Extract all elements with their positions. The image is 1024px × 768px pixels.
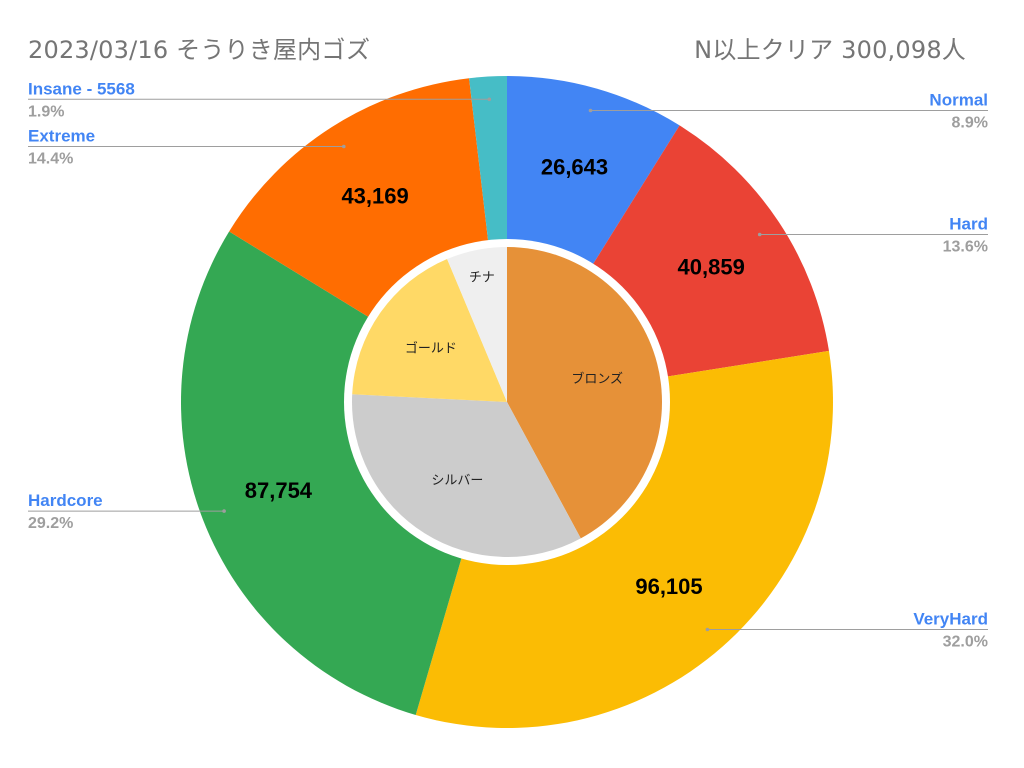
- category-label-normal: Normal: [929, 91, 988, 110]
- leader-dot: [588, 108, 593, 113]
- category-label-veryhard: VeryHard: [913, 610, 988, 629]
- percent-label-insane-5568: 1.9%: [28, 103, 64, 120]
- percent-label-normal: 8.9%: [952, 115, 988, 132]
- inner-slice-label: ブロンズ: [571, 371, 623, 386]
- category-label-hardcore: Hardcore: [28, 491, 103, 510]
- chart-subtitle: N以上クリア 300,098人: [694, 36, 966, 64]
- data-label-hard: 40,859: [678, 255, 745, 280]
- leader-dot: [705, 627, 710, 632]
- category-label-insane-5568: Insane - 5568: [28, 79, 135, 98]
- chart-title: 2023/03/16 そうりき屋内ゴズ: [28, 36, 371, 64]
- inner-slice-1-1: [351, 394, 581, 558]
- category-label-extreme: Extreme: [28, 127, 95, 146]
- inner-slice-3-3: [447, 247, 507, 402]
- leader-dot: [342, 144, 346, 149]
- category-label-hard: Hard: [949, 215, 988, 234]
- percent-label-hard: 13.6%: [943, 239, 988, 256]
- inner-slice-label: シルバー: [431, 473, 483, 488]
- percent-label-veryhard: 32.0%: [943, 634, 988, 651]
- leader-dot: [487, 97, 492, 102]
- data-label-hardcore: 87,754: [245, 478, 313, 503]
- percent-label-extreme: 14.4%: [28, 151, 73, 168]
- inner-slice-0-0: [507, 247, 663, 539]
- data-label-veryhard: 96,105: [635, 574, 702, 599]
- leader-dot: [757, 232, 762, 237]
- leader-dot: [222, 509, 226, 513]
- inner-slice-2-2: [352, 259, 507, 402]
- data-label-extreme: 43,169: [341, 184, 408, 209]
- inner-slice-label: ゴールド: [405, 341, 457, 356]
- inner-slice-label: チナ: [469, 269, 495, 284]
- percent-label-hardcore: 29.2%: [28, 515, 73, 532]
- data-label-normal: 26,643: [541, 155, 608, 180]
